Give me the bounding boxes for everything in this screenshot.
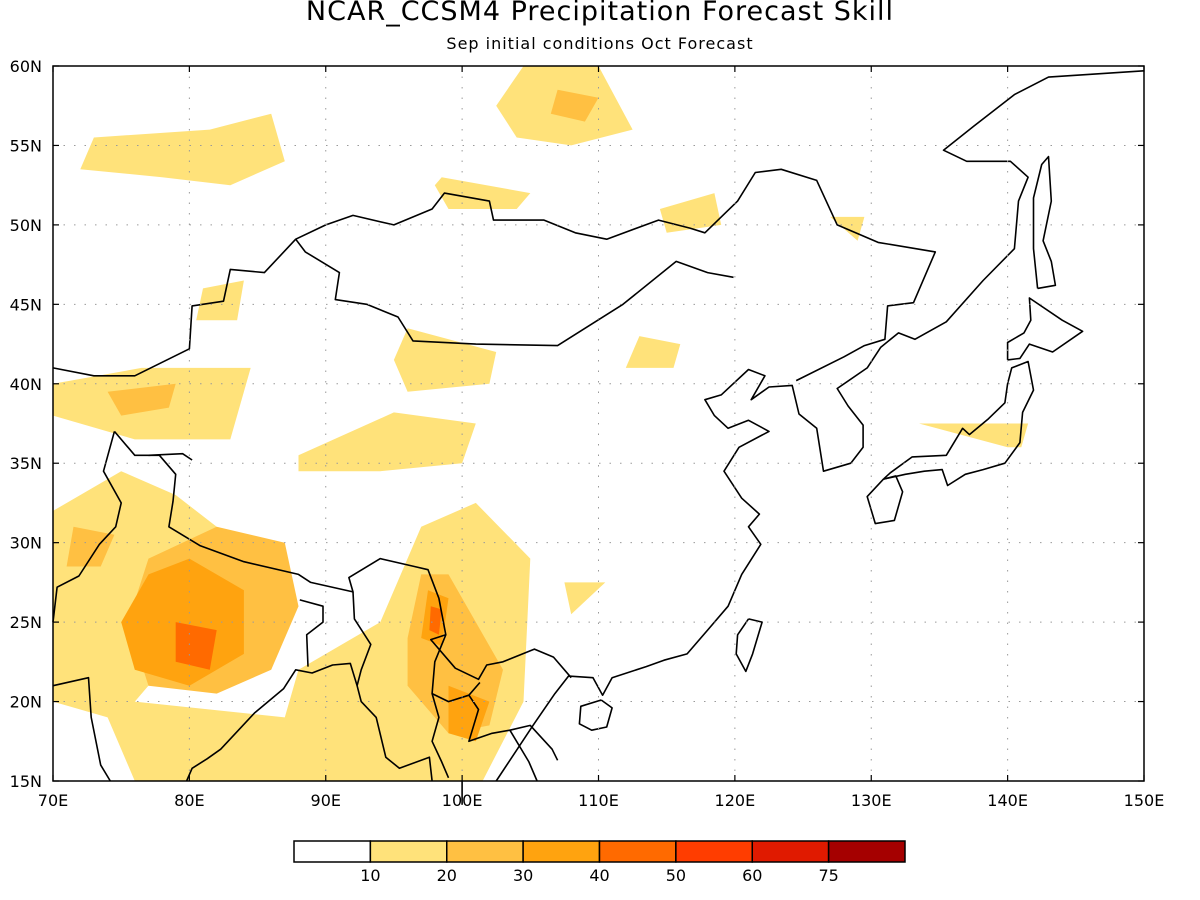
skill-region-level-2 <box>107 383 176 416</box>
coastline-segment <box>882 360 1035 487</box>
lon-tick-label: 130E <box>851 791 892 810</box>
skill-region-level-4 <box>429 606 442 635</box>
lat-tick-label: 35N <box>10 454 42 473</box>
skill-region-level-1 <box>80 113 285 186</box>
lon-tick-label: 120E <box>715 791 756 810</box>
coastline-segment <box>495 70 1145 782</box>
coastline-segment <box>352 591 372 686</box>
colorbar-swatch <box>827 840 906 863</box>
coastline-segment <box>148 452 193 461</box>
colorbar-label: 20 <box>437 866 457 885</box>
colorbar-swatch <box>675 840 753 863</box>
coastline-segment <box>578 699 613 732</box>
skill-region-level-1 <box>298 412 476 472</box>
coastline-segment <box>295 238 734 347</box>
skill-region-level-4 <box>175 622 217 670</box>
colorbar-swatch <box>751 840 830 863</box>
lat-tick-label: 50N <box>10 216 42 235</box>
coastline-segment <box>1032 155 1057 290</box>
colorbar-label: 30 <box>513 866 533 885</box>
coastline-segment <box>113 430 572 681</box>
coastline-segment <box>468 694 538 782</box>
skill-region-level-1 <box>434 177 531 209</box>
skill-region-level-2 <box>66 526 115 567</box>
lat-tick-label: 60N <box>10 57 42 76</box>
lat-tick-label: 40N <box>10 375 42 394</box>
skill-region-level-1 <box>196 280 244 321</box>
skill-region-level-3 <box>121 558 244 686</box>
coastline-segment <box>1006 297 1084 361</box>
map-title: NCAR_CCSM4 Precipitation Forecast Skill <box>305 0 895 27</box>
coastline-segment <box>735 618 763 673</box>
lon-tick-label: 80E <box>174 791 204 810</box>
colorbar: 10 20 30 40 50 60 75 <box>293 840 906 885</box>
colorbar-label: 50 <box>666 866 686 885</box>
colorbar-swatch <box>598 840 677 863</box>
lon-tick-label: 110E <box>578 791 619 810</box>
lat-tick-label: 55N <box>10 136 42 155</box>
coastline-segment <box>299 599 324 667</box>
lat-lon-grid <box>53 66 1144 781</box>
axis-tick-labels: 70E 80E 90E 100E 110E 120E 130E 140E 150E 15N 20N 2… <box>10 57 1165 810</box>
skill-region-level-3 <box>448 685 490 742</box>
coastline-segment <box>866 475 904 525</box>
lon-tick-label: 100E <box>442 791 483 810</box>
lat-tick-label: 25N <box>10 613 42 632</box>
skill-contour-layer <box>53 66 1029 781</box>
skill-region-level-1 <box>919 423 1029 448</box>
colorbar-swatch <box>522 840 601 863</box>
colorbar-label: 60 <box>742 866 762 885</box>
map-subtitle: Sep initial conditions Oct Forecast <box>446 34 754 53</box>
lat-tick-label: 15N <box>10 772 42 791</box>
colorbar-swatch <box>293 840 372 863</box>
skill-region-level-1 <box>659 193 722 233</box>
colorbar-swatch <box>369 840 448 863</box>
skill-region-level-1 <box>625 336 681 368</box>
lon-tick-label: 150E <box>1124 791 1165 810</box>
lat-tick-label: 20N <box>10 693 42 712</box>
colorbar-label: 10 <box>360 866 380 885</box>
coastline-segment <box>509 724 559 761</box>
coastline-segment <box>52 168 937 382</box>
lat-tick-label: 30N <box>10 534 42 553</box>
lon-tick-label: 70E <box>38 791 68 810</box>
coastline-segment <box>185 662 433 782</box>
colorbar-swatch <box>446 840 524 863</box>
coastline-layer <box>52 70 1145 805</box>
lon-tick-label: 140E <box>987 791 1028 810</box>
skill-region-level-1 <box>393 328 497 392</box>
colorbar-label: 75 <box>818 866 838 885</box>
lat-tick-label: 45N <box>10 295 42 314</box>
lon-tick-label: 90E <box>311 791 341 810</box>
coastline-segment <box>52 431 122 623</box>
colorbar-label: 40 <box>589 866 609 885</box>
skill-region-level-1 <box>564 582 606 615</box>
coastline-segment <box>52 676 111 782</box>
coastline-segment <box>431 634 481 703</box>
coastline-segment <box>431 693 450 779</box>
skill-region-level-2 <box>550 89 599 122</box>
